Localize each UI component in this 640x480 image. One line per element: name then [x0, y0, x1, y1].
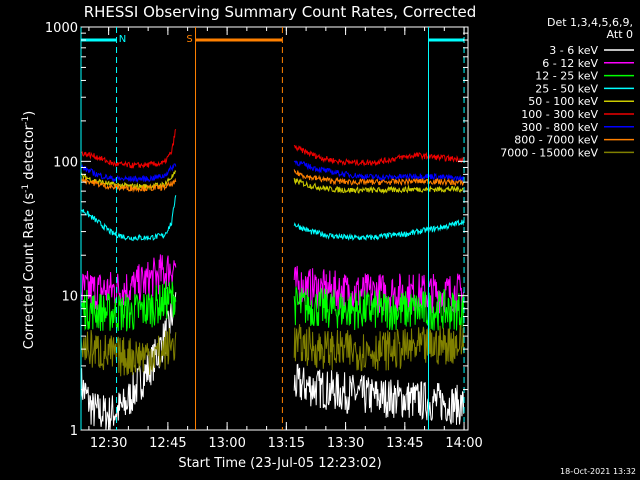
series-line [293, 324, 465, 372]
x-tick-label: 13:30 [327, 436, 364, 451]
legend-entry-label: 300 - 800 keV [521, 121, 598, 134]
legend-entry-label: 12 - 25 keV [535, 70, 598, 83]
legend-entry-label: 3 - 6 keV [549, 44, 598, 57]
y-tick-label: 100 [53, 155, 78, 170]
y-axis-label-part: -1 [21, 116, 31, 125]
x-axis-label: Start Time (23-Jul-05 12:23:02) [178, 456, 381, 471]
legend-header-line2: Att 0 [607, 28, 633, 41]
y-tick-label: 1000 [45, 21, 78, 36]
x-tick-label: 14:00 [445, 436, 482, 451]
series-line [293, 286, 465, 331]
y-axis-label-part: Corrected Count Rate (s [22, 193, 37, 350]
x-tick-label: 13:45 [386, 436, 423, 451]
series-line [80, 176, 177, 193]
y-tick-label: 1 [70, 424, 78, 439]
data-curves [80, 129, 465, 431]
annotation-label: S [186, 34, 192, 45]
x-tick-label: 12:45 [149, 436, 186, 451]
chart-title: RHESSI Observing Summary Count Rates, Co… [84, 3, 477, 21]
y-tick-label: 10 [61, 290, 78, 305]
legend-entry-label: 100 - 300 keV [521, 108, 598, 121]
x-tick-label: 13:00 [208, 436, 245, 451]
series-line [293, 169, 465, 187]
axes-layer: 12:30 12:45 13:00 13:15 13:30 13:45 14:00 1 10 10… [45, 21, 483, 451]
annotation-label: N [119, 34, 126, 45]
date-stamp: 18-Oct-2021 13:32 [560, 467, 636, 476]
series-line [293, 219, 465, 241]
legend-header-line1: Det 1,3,4,5,6,9, [547, 16, 633, 29]
series-line [80, 281, 177, 332]
series-line [80, 292, 177, 431]
y-axis-label: Corrected Count Rate (s-1 detector-1) [21, 111, 37, 349]
y-axis-label-part: detector [22, 124, 37, 184]
series-line [293, 160, 465, 183]
series-line [293, 363, 465, 425]
legend-entry-label: 7000 - 15000 keV [500, 146, 598, 159]
legend-entry-label: 800 - 7000 keV [514, 134, 598, 147]
series-line [80, 327, 177, 377]
y-axis-label-part: ) [22, 111, 37, 116]
series-line [80, 163, 177, 184]
legend-entry-label: 25 - 50 keV [535, 82, 598, 95]
x-tick-label: 12:30 [90, 436, 127, 451]
y-axis-label-part: -1 [21, 184, 31, 193]
series-line [80, 195, 177, 242]
series-line [80, 129, 177, 169]
x-tick-label: 13:15 [268, 436, 305, 451]
legend-entry-label: 6 - 12 keV [542, 57, 598, 70]
series-line [293, 144, 465, 167]
series-line [293, 177, 464, 195]
legend-entry-label: 50 - 100 keV [528, 95, 598, 108]
